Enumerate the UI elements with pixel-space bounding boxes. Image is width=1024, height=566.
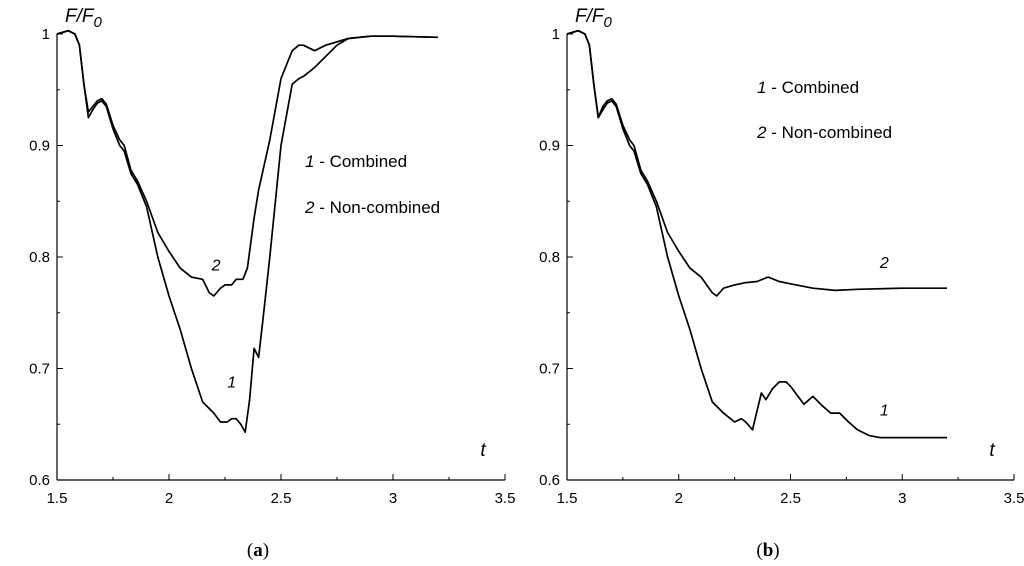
legend-entry-text: - Combined [314, 152, 407, 171]
curve-label-2: 2 [211, 257, 221, 274]
x-tick-label: 1.5 [47, 490, 68, 507]
y-axis-title-subscript: 0 [604, 14, 613, 31]
curve-label-1: 1 [227, 374, 236, 391]
legend-entry: 2 - Non-combined [756, 123, 892, 142]
legend-entry-text: - Non-combined [766, 123, 892, 142]
series-line-1 [56, 29, 438, 433]
legend-entry-number: 1 [757, 78, 766, 97]
y-tick-label: 0.9 [29, 138, 50, 155]
legend-entry-number: 1 [305, 152, 314, 171]
y-tick-label: 0.6 [29, 472, 50, 489]
x-axis-title: t [480, 440, 486, 461]
x-tick-label: 2.5 [271, 490, 292, 507]
panel-label-close-paren: ) [773, 540, 779, 561]
panel-label-letter: a [253, 540, 263, 561]
x-tick-label: 2.5 [780, 490, 801, 507]
y-tick-label: 0.9 [539, 138, 560, 155]
panel-label-open-paren: ( [247, 540, 253, 561]
y-tick-label: 0.8 [539, 249, 560, 266]
curve-label-2: 2 [879, 255, 889, 272]
x-tick-label: 2 [675, 490, 683, 507]
x-tick-label: 1.5 [557, 490, 578, 507]
legend-entry-text: - Non-combined [314, 198, 440, 217]
x-tick-label: 2 [165, 490, 173, 507]
y-axis-title: F/F0 [65, 6, 103, 31]
x-tick-label: 3 [389, 490, 397, 507]
y-tick-label: 0.7 [29, 361, 50, 378]
chart-panel-b: 1.5 2 2.5 3 3.5 0.6 0.7 0.8 0.9 1 F/F0 t 1 2 1 - Combi… [539, 6, 1024, 561]
x-axis-title: t [989, 440, 995, 461]
series-line-1 [566, 29, 947, 439]
legend-entry-number: 2 [756, 123, 767, 142]
series-line-2 [566, 29, 947, 297]
x-tick-label: 3 [898, 490, 906, 507]
y-tick-label: 1 [552, 26, 560, 43]
legend-entry-text: - Combined [766, 78, 859, 97]
legend-entry: 1 - Combined [757, 78, 859, 97]
y-tick-label: 0.6 [539, 472, 560, 489]
panel-label: (b) [756, 540, 779, 561]
y-axis-title: F/F0 [575, 6, 613, 31]
series-line-2 [56, 29, 438, 297]
panel-label: (a) [247, 540, 269, 561]
panel-label-letter: b [763, 540, 774, 561]
legend-entry-number: 2 [304, 198, 315, 217]
y-axis-title-base: F/F [65, 6, 95, 27]
y-axis-title-subscript: 0 [94, 14, 103, 31]
legend-entry: 2 - Non-combined [304, 198, 440, 217]
x-tick-label: 3.5 [495, 490, 516, 507]
legend-entry: 1 - Combined [305, 152, 407, 171]
chart-panel-a: 1.5 2 2.5 3 3.5 0.6 0.7 0.8 0.9 1 F/F0 t 1 2 1 - Combi… [29, 6, 515, 561]
y-axis-title-base: F/F [575, 6, 605, 27]
curve-label-1: 1 [880, 402, 889, 419]
y-tick-label: 0.7 [539, 361, 560, 378]
y-tick-label: 1 [42, 26, 50, 43]
y-tick-label: 0.8 [29, 249, 50, 266]
panel-label-close-paren: ) [263, 540, 269, 561]
x-tick-label: 3.5 [1004, 490, 1024, 507]
panel-label-open-paren: ( [756, 540, 762, 561]
